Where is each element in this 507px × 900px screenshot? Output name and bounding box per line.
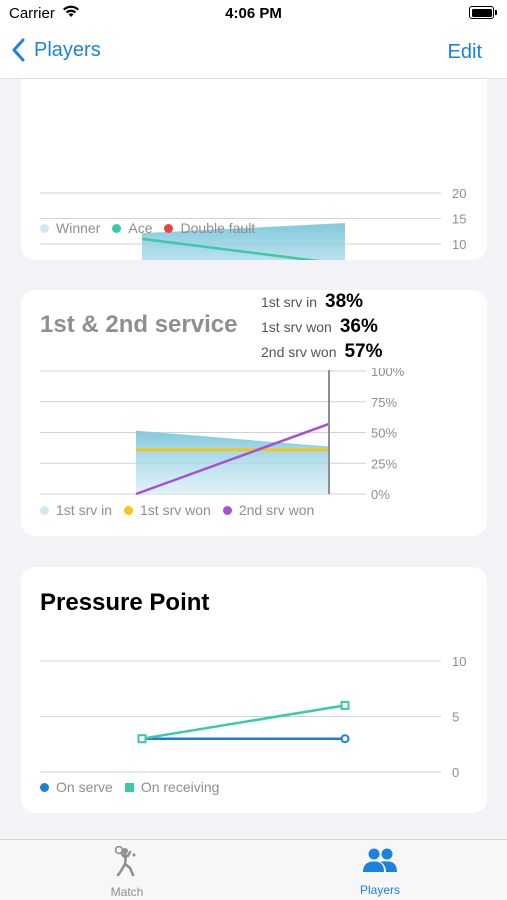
winners-chart-card: 20151050 Winner Ace Double fault	[21, 79, 487, 260]
first-srv-in-line	[135, 430, 330, 448]
legend-item-second-srv-won: 2nd srv won	[222, 502, 315, 518]
y-tick-label: 0%	[371, 487, 390, 502]
y-tick-label: 0	[452, 765, 459, 780]
tooltip-value: 36%	[339, 316, 378, 337]
pressure-point-title: Pressure Point	[40, 589, 210, 616]
service-chart[interactable]: 100%75%50%25%0%	[21, 290, 487, 536]
tab-players-label: Players	[359, 883, 400, 897]
tab-bar: Match Players	[0, 839, 507, 900]
tooltip-value: 57%	[344, 341, 383, 362]
legend-label-first-srv-in: 1st srv in	[56, 502, 113, 518]
y-tick-label: 50%	[371, 426, 397, 441]
legend-label-on-receiving: On receiving	[140, 779, 220, 795]
winner-line	[141, 223, 346, 235]
second-srv-won-legend-swatch	[222, 505, 232, 515]
pressure-point-card: Pressure Point 10 5 0 On serve On receivin…	[21, 567, 487, 813]
legend-item-ace: Ace	[112, 220, 152, 236]
y-tick-label: 5	[452, 710, 459, 725]
tooltip-row-first-srv-won: 1st srv won 36%	[261, 316, 378, 338]
y-tick-label: 75%	[371, 395, 397, 410]
legend-item-first-srv-in: 1st srv in	[40, 502, 112, 518]
legend-label-winner: Winner	[56, 220, 101, 236]
second-srv-won-line	[135, 422, 330, 496]
double-fault-legend-swatch	[164, 223, 174, 233]
legend-item-double-fault: Double fault	[164, 220, 255, 236]
legend-label-double-fault: Double fault	[180, 220, 256, 236]
legend-item-on-serve: On serve	[40, 779, 113, 795]
y-tick-label: 15	[452, 212, 466, 227]
chevron-left-icon	[12, 38, 25, 62]
edit-button[interactable]: Edit	[447, 41, 482, 63]
on-receiving-line	[141, 704, 346, 740]
y-tick-label: 20	[452, 186, 466, 201]
legend-label-first-srv-won: 1st srv won	[140, 502, 211, 518]
y-tick-label: 10	[452, 654, 466, 669]
legend-label-second-srv-won: 2nd srv won	[238, 502, 315, 518]
tooltip-row-second-srv-won: 2nd srv won 57%	[261, 341, 383, 363]
on-receiving-point	[340, 700, 350, 710]
back-button-label: Players	[34, 38, 101, 61]
on-receiving-point	[137, 734, 147, 744]
pressure-point-chart[interactable]: 10 5 0	[21, 567, 487, 813]
first-srv-won-legend-swatch	[124, 505, 134, 515]
tooltip-label: 1st srv in	[261, 294, 318, 310]
tooltip-value: 38%	[325, 291, 364, 312]
on-receiving-legend-swatch	[124, 782, 134, 792]
tab-match[interactable]: Match	[77, 845, 177, 899]
service-chart-legend: 1st srv in 1st srv won 2nd srv won	[40, 502, 326, 518]
y-tick-label: 25%	[371, 456, 397, 471]
service-chart-tooltip: 1st srv in 38% 1st srv won 36% 2nd srv w…	[256, 290, 402, 368]
tab-players[interactable]: Players	[330, 846, 430, 897]
carrier-label: Carrier	[9, 5, 55, 22]
legend-label-ace: Ace	[128, 220, 153, 236]
y-tick-label: 10	[452, 237, 466, 252]
ace-legend-swatch	[112, 223, 122, 233]
player-stats-scroll[interactable]: 20 15 10 5 0 Winner Ace Double fault 1st & 2…	[0, 79, 507, 839]
status-bar: Carrier 4:06 PM	[0, 0, 507, 28]
service-chart-card: 1st & 2nd service 100% 75% 50% 25% 0% 1st sr…	[21, 290, 487, 536]
winner-legend-swatch	[40, 223, 49, 233]
legend-label-on-serve: On serve	[56, 779, 113, 795]
navigation-bar: Players Edit	[0, 28, 507, 79]
tooltip-label: 1st srv won	[261, 319, 332, 335]
status-time: 4:06 PM	[225, 5, 282, 22]
first-srv-in-legend-swatch	[40, 505, 49, 515]
people-icon	[363, 848, 397, 872]
first-srv-in-area	[136, 431, 329, 494]
legend-item-first-srv-won: 1st srv won	[124, 502, 211, 518]
back-button[interactable]: Players	[12, 38, 101, 62]
tooltip-row-first-srv-in: 1st srv in 38%	[261, 291, 363, 313]
wifi-icon	[62, 4, 80, 23]
winners-chart: 20151050	[40, 186, 466, 260]
tooltip-label: 2nd srv won	[261, 344, 337, 360]
on-serve-point	[340, 734, 350, 744]
legend-item-winner: Winner	[40, 220, 100, 236]
tennis-player-icon	[114, 845, 136, 877]
service-chart-title: 1st & 2nd service	[40, 311, 238, 338]
battery-nub	[495, 10, 497, 15]
battery-icon	[469, 6, 494, 19]
tab-match-label: Match	[110, 885, 144, 899]
winner-area	[142, 223, 345, 260]
on-serve-legend-swatch	[40, 782, 49, 792]
ace-line	[141, 237, 321, 260]
pressure-point-legend: On serve On receiving	[40, 779, 231, 795]
winners-chart-legend: Winner Ace Double fault	[40, 220, 267, 236]
legend-item-on-receiving: On receiving	[124, 779, 220, 795]
